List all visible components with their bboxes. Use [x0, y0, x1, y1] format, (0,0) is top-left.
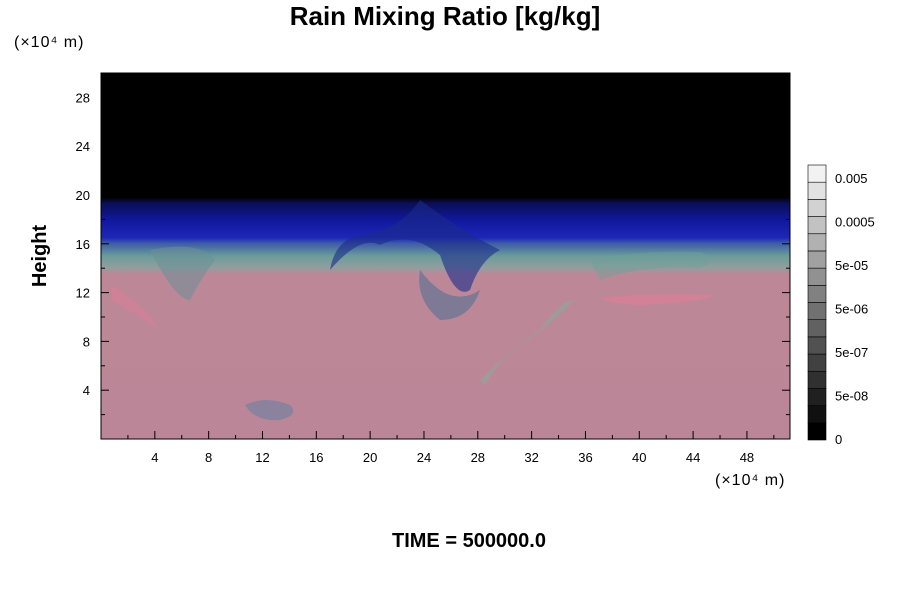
- y-tick-label: 20: [76, 188, 90, 203]
- y-tick-label: 24: [76, 139, 90, 154]
- x-tick-label: 40: [632, 450, 646, 465]
- x-tick-label: 20: [363, 450, 377, 465]
- filament-right: [480, 300, 575, 385]
- eddy-lower-left: [245, 400, 294, 421]
- colorbar-level: [807, 370, 827, 389]
- colorbar-level: [807, 336, 827, 355]
- y-tick-label: 28: [76, 90, 90, 105]
- eddy-center: [419, 270, 480, 320]
- colorbar-level: [807, 422, 827, 441]
- colorbar-level: [807, 181, 827, 200]
- colorbar-level: [807, 319, 827, 338]
- x-axis-unit: (×10⁴ m): [715, 472, 786, 489]
- y-tick-label: 4: [83, 383, 90, 398]
- x-tick-label: 4: [151, 450, 158, 465]
- colorbar-level: [807, 250, 827, 269]
- pink-streak-right: [600, 294, 715, 305]
- x-tick-label: 12: [255, 450, 269, 465]
- x-tick-label: 32: [524, 450, 538, 465]
- colorbar-label: 5e-07: [835, 345, 868, 360]
- colorbar-label: 0.0005: [835, 215, 875, 230]
- x-tick-label: 44: [686, 450, 700, 465]
- colorbar-level: [807, 233, 827, 252]
- colorbar-level: [807, 302, 827, 320]
- x-tick-label: 16: [309, 450, 323, 465]
- colorbar-level: [807, 388, 827, 406]
- x-tick-label: 36: [578, 450, 592, 465]
- teal-wave-right: [590, 251, 710, 280]
- colorbar-level: [807, 199, 827, 217]
- time-label: TIME = 500000.0: [392, 530, 546, 552]
- chart-title: Rain Mixing Ratio [kg/kg]: [289, 1, 601, 31]
- y-axis-unit: (×10⁴ m): [14, 34, 85, 51]
- colorbar-level: [807, 164, 827, 183]
- y-tick-label: 16: [76, 237, 90, 252]
- colorbar-level: [807, 353, 827, 372]
- colorbar-label: 0: [835, 432, 842, 447]
- colorbar-level: [807, 405, 827, 424]
- colorbar-label: 0.005: [835, 171, 868, 186]
- pink-streak-left: [110, 285, 160, 330]
- updraft-plume-left: [150, 246, 215, 300]
- colorbar: 0.005 0.0005 5e-05 5e-06 5e-07 5e-08 0: [807, 164, 875, 447]
- colorbar-level: [807, 216, 827, 235]
- y-tick-label: 8: [83, 334, 90, 349]
- colorbar-level: [807, 285, 827, 303]
- x-tick-label: 48: [740, 450, 754, 465]
- plot-frame: [100, 72, 791, 440]
- colorbar-level: [807, 267, 827, 286]
- x-tick-label: 8: [205, 450, 212, 465]
- x-tick-label: 28: [471, 450, 485, 465]
- y-tick-label: 12: [76, 286, 90, 301]
- colorbar-label: 5e-06: [835, 302, 868, 317]
- colorbar-label: 5e-08: [835, 389, 868, 404]
- x-tick-label: 24: [417, 450, 431, 465]
- plot-area: [100, 72, 791, 440]
- colorbar-label: 5e-05: [835, 258, 868, 273]
- updraft-plume-center: [330, 200, 500, 292]
